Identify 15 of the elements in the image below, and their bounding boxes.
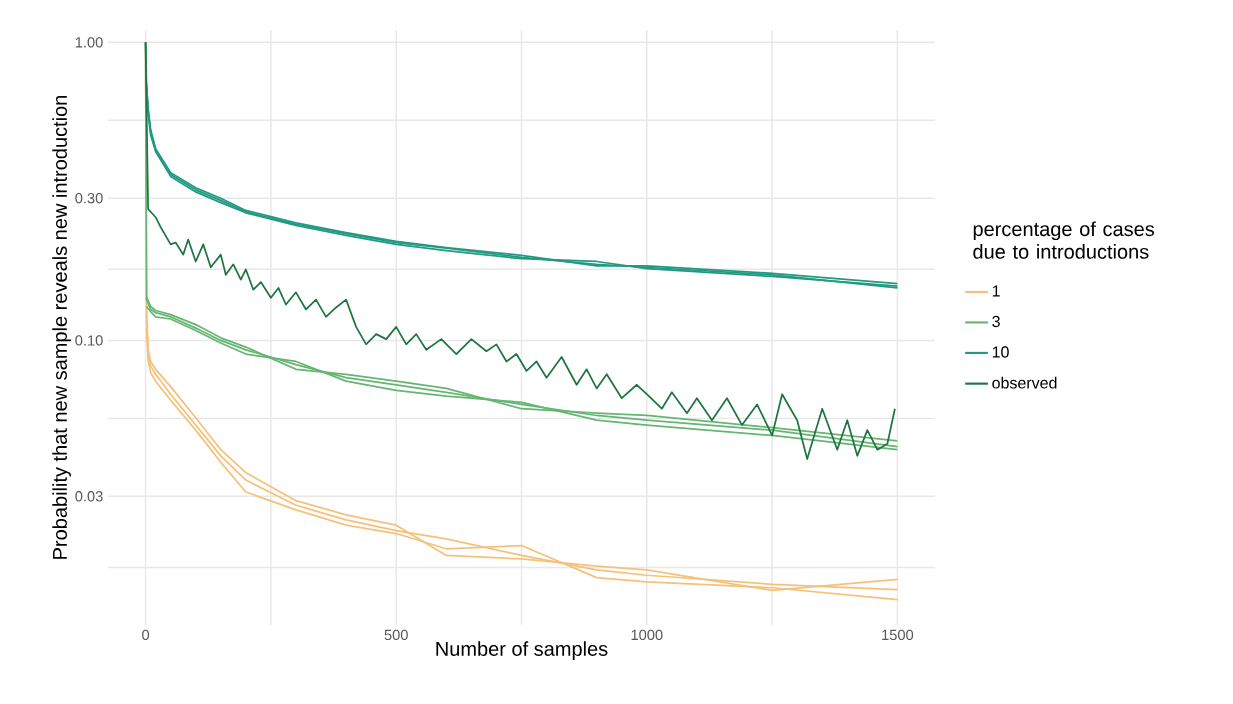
y-tick-label: 0.10 <box>75 335 103 346</box>
y-axis-title: Probability that new sample reveals new introduction <box>52 95 71 559</box>
y-tick-label: 1.00 <box>75 37 103 48</box>
legend-title: percentage of cases due to introductions <box>973 221 1155 259</box>
legend-label: observed <box>992 376 1057 389</box>
x-axis-title: Number of samples <box>436 641 608 660</box>
x-tick-label: 1000 <box>631 629 663 641</box>
legend-label: 1 <box>992 285 1000 297</box>
legend-label: 3 <box>992 315 1000 328</box>
y-tick-label: 0.30 <box>75 193 103 204</box>
legend-label: 10 <box>992 346 1009 358</box>
y-tick-label: 0.03 <box>75 491 103 502</box>
x-tick-label: 1500 <box>882 629 914 641</box>
x-tick-label: 0 <box>142 629 150 641</box>
x-tick-label: 500 <box>384 629 408 641</box>
